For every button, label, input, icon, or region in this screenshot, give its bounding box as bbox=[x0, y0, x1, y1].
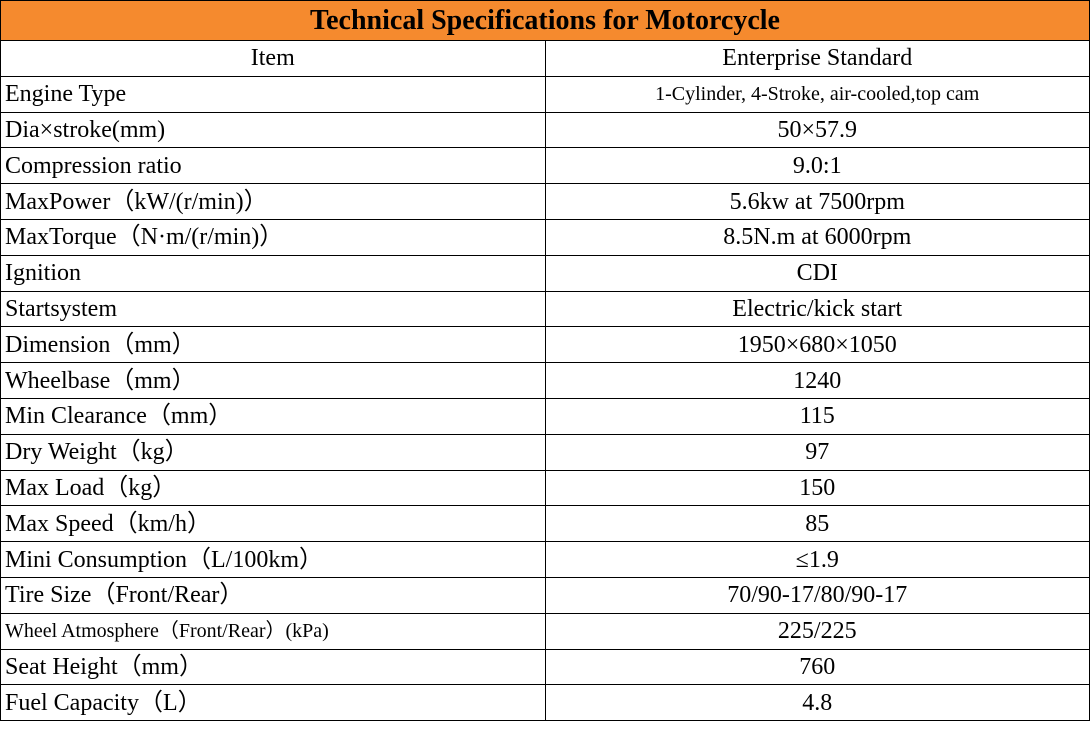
value-cell: 760 bbox=[544, 648, 1090, 686]
value-cell: CDI bbox=[544, 254, 1090, 292]
value-cell: 1240 bbox=[544, 362, 1090, 399]
value-cell: 85 bbox=[544, 505, 1090, 543]
item-cell: Tire Size（Front/Rear） bbox=[0, 576, 546, 614]
spec-row: Min Clearance（mm） 115 bbox=[0, 397, 1090, 435]
header-row: Item Enterprise Standard bbox=[0, 40, 1090, 77]
item-cell: Ignition bbox=[0, 254, 546, 292]
header-cell: Enterprise Standard bbox=[544, 40, 1090, 77]
table-body: Technical Specifications for Motorcycle … bbox=[0, 0, 1090, 722]
spec-row: Seat Height（mm） 760 bbox=[0, 648, 1090, 686]
item-cell: Dia×stroke(mm) bbox=[0, 111, 546, 149]
value-cell: 70/90-17/80/90-17 bbox=[544, 576, 1090, 614]
spec-row: Dimension（mm） 1950×680×1050 bbox=[0, 326, 1090, 364]
item-cell: Mini Consumption（L/100km） bbox=[0, 541, 546, 578]
spec-row: Startsystem Electric/kick start bbox=[0, 290, 1090, 328]
header-cell: Item bbox=[0, 40, 546, 77]
spec-row: Dia×stroke(mm) 50×57.9 bbox=[0, 111, 1090, 149]
item-cell: Max Load（kg） bbox=[0, 469, 546, 507]
spec-row: Max Speed（km/h） 85 bbox=[0, 505, 1090, 543]
item-cell: Wheelbase（mm） bbox=[0, 362, 546, 399]
spec-row: MaxTorque（N·m/(r/min)） 8.5N.m at 6000rpm bbox=[0, 218, 1090, 256]
value-cell: 8.5N.m at 6000rpm bbox=[544, 218, 1090, 256]
spec-row: Engine Type 1-Cylinder, 4-Stroke, air-coo… bbox=[0, 75, 1090, 113]
item-cell: Dry Weight（kg） bbox=[0, 433, 546, 471]
spec-row: Ignition CDI bbox=[0, 254, 1090, 292]
value-cell: 225/225 bbox=[544, 612, 1090, 650]
value-cell: 1950×680×1050 bbox=[544, 326, 1090, 364]
item-cell: Engine Type bbox=[0, 75, 546, 113]
value-cell: 50×57.9 bbox=[544, 111, 1090, 149]
item-cell: Fuel Capacity（L） bbox=[0, 684, 546, 722]
item-cell: Min Clearance（mm） bbox=[0, 397, 546, 435]
value-cell: 97 bbox=[544, 433, 1090, 471]
value-cell: 1-Cylinder, 4-Stroke, air-cooled,top cam bbox=[544, 75, 1090, 113]
item-cell: Compression ratio bbox=[0, 147, 546, 185]
title-row: Technical Specifications for Motorcycle bbox=[0, 0, 1090, 41]
value-cell: 9.0:1 bbox=[544, 147, 1090, 185]
value-cell: 150 bbox=[544, 469, 1090, 507]
spec-row: Mini Consumption（L/100km） ≤1.9 bbox=[0, 541, 1090, 578]
item-cell: Dimension（mm） bbox=[0, 326, 546, 364]
item-cell: Max Speed（km/h） bbox=[0, 505, 546, 543]
value-cell: 4.8 bbox=[544, 684, 1090, 722]
item-cell: MaxPower（kW/(r/min)） bbox=[0, 183, 546, 220]
value-cell: 5.6kw at 7500rpm bbox=[544, 183, 1090, 220]
item-cell: MaxTorque（N·m/(r/min)） bbox=[0, 218, 546, 256]
item-cell: Startsystem bbox=[0, 290, 546, 328]
item-cell: Wheel Atmosphere（Front/Rear）(kPa) bbox=[0, 612, 546, 650]
spec-row: Wheelbase（mm） 1240 bbox=[0, 362, 1090, 399]
spec-row: Dry Weight（kg） 97 bbox=[0, 433, 1090, 471]
item-cell: Seat Height（mm） bbox=[0, 648, 546, 686]
spec-row: MaxPower（kW/(r/min)） 5.6kw at 7500rpm bbox=[0, 183, 1090, 220]
spec-row: Wheel Atmosphere（Front/Rear）(kPa) 225/225 bbox=[0, 612, 1090, 650]
spec-row: Fuel Capacity（L） 4.8 bbox=[0, 684, 1090, 722]
spec-table: Technical Specifications for Motorcycle … bbox=[0, 0, 1090, 722]
spec-row: Compression ratio 9.0:1 bbox=[0, 147, 1090, 185]
table-title: Technical Specifications for Motorcycle bbox=[0, 0, 1090, 41]
spec-row: Tire Size（Front/Rear） 70/90-17/80/90-17 bbox=[0, 576, 1090, 614]
spec-row: Max Load（kg） 150 bbox=[0, 469, 1090, 507]
value-cell: 115 bbox=[544, 397, 1090, 435]
value-cell: Electric/kick start bbox=[544, 290, 1090, 328]
value-cell: ≤1.9 bbox=[544, 541, 1090, 578]
